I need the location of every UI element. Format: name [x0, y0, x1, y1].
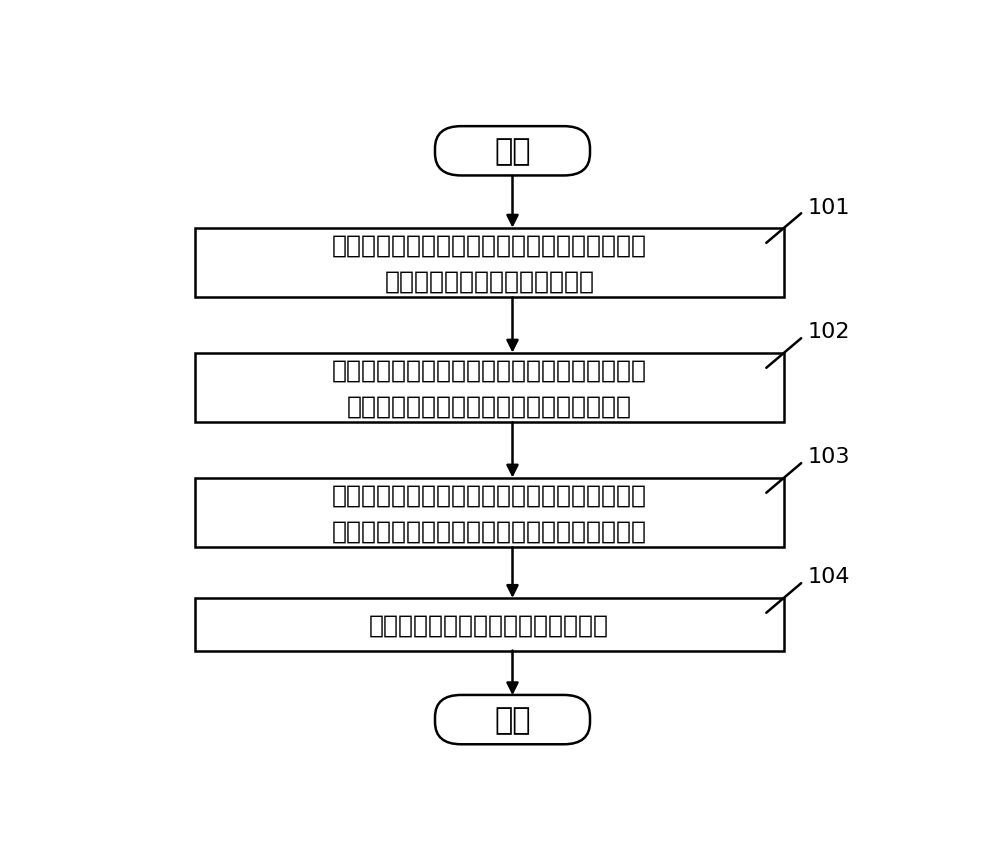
FancyBboxPatch shape — [195, 229, 784, 298]
FancyBboxPatch shape — [435, 695, 590, 745]
FancyBboxPatch shape — [435, 127, 590, 177]
Text: 开始: 开始 — [494, 137, 531, 166]
Text: 结束: 结束 — [494, 705, 531, 734]
Text: 确定所述经济负荷随时间变化的关系: 确定所述经济负荷随时间变化的关系 — [369, 612, 609, 636]
Text: 104: 104 — [807, 566, 850, 587]
Text: 根据日最大负荷曲线确定经济负荷的增长率，并
将所述增长率作为所述经济负荷曲线的斜率: 根据日最大负荷曲线确定经济负荷的增长率，并 将所述增长率作为所述经济负荷曲线的斜… — [332, 358, 647, 418]
FancyBboxPatch shape — [195, 479, 784, 548]
Text: 103: 103 — [807, 447, 850, 467]
Text: 101: 101 — [807, 197, 850, 218]
Text: 根据数据库中的地区经济发展数据确定经济负荷
随时间变化的经济负荷曲线类型: 根据数据库中的地区经济发展数据确定经济负荷 随时间变化的经济负荷曲线类型 — [332, 234, 647, 293]
FancyBboxPatch shape — [195, 598, 784, 651]
FancyBboxPatch shape — [195, 354, 784, 422]
Text: 102: 102 — [807, 322, 850, 342]
Text: 根据经济负荷曲线与日最大负荷曲线最低点的距
离平方和的最小值确定经济负荷曲线的基值负荷: 根据经济负荷曲线与日最大负荷曲线最低点的距 离平方和的最小值确定经济负荷曲线的基… — [332, 483, 647, 543]
